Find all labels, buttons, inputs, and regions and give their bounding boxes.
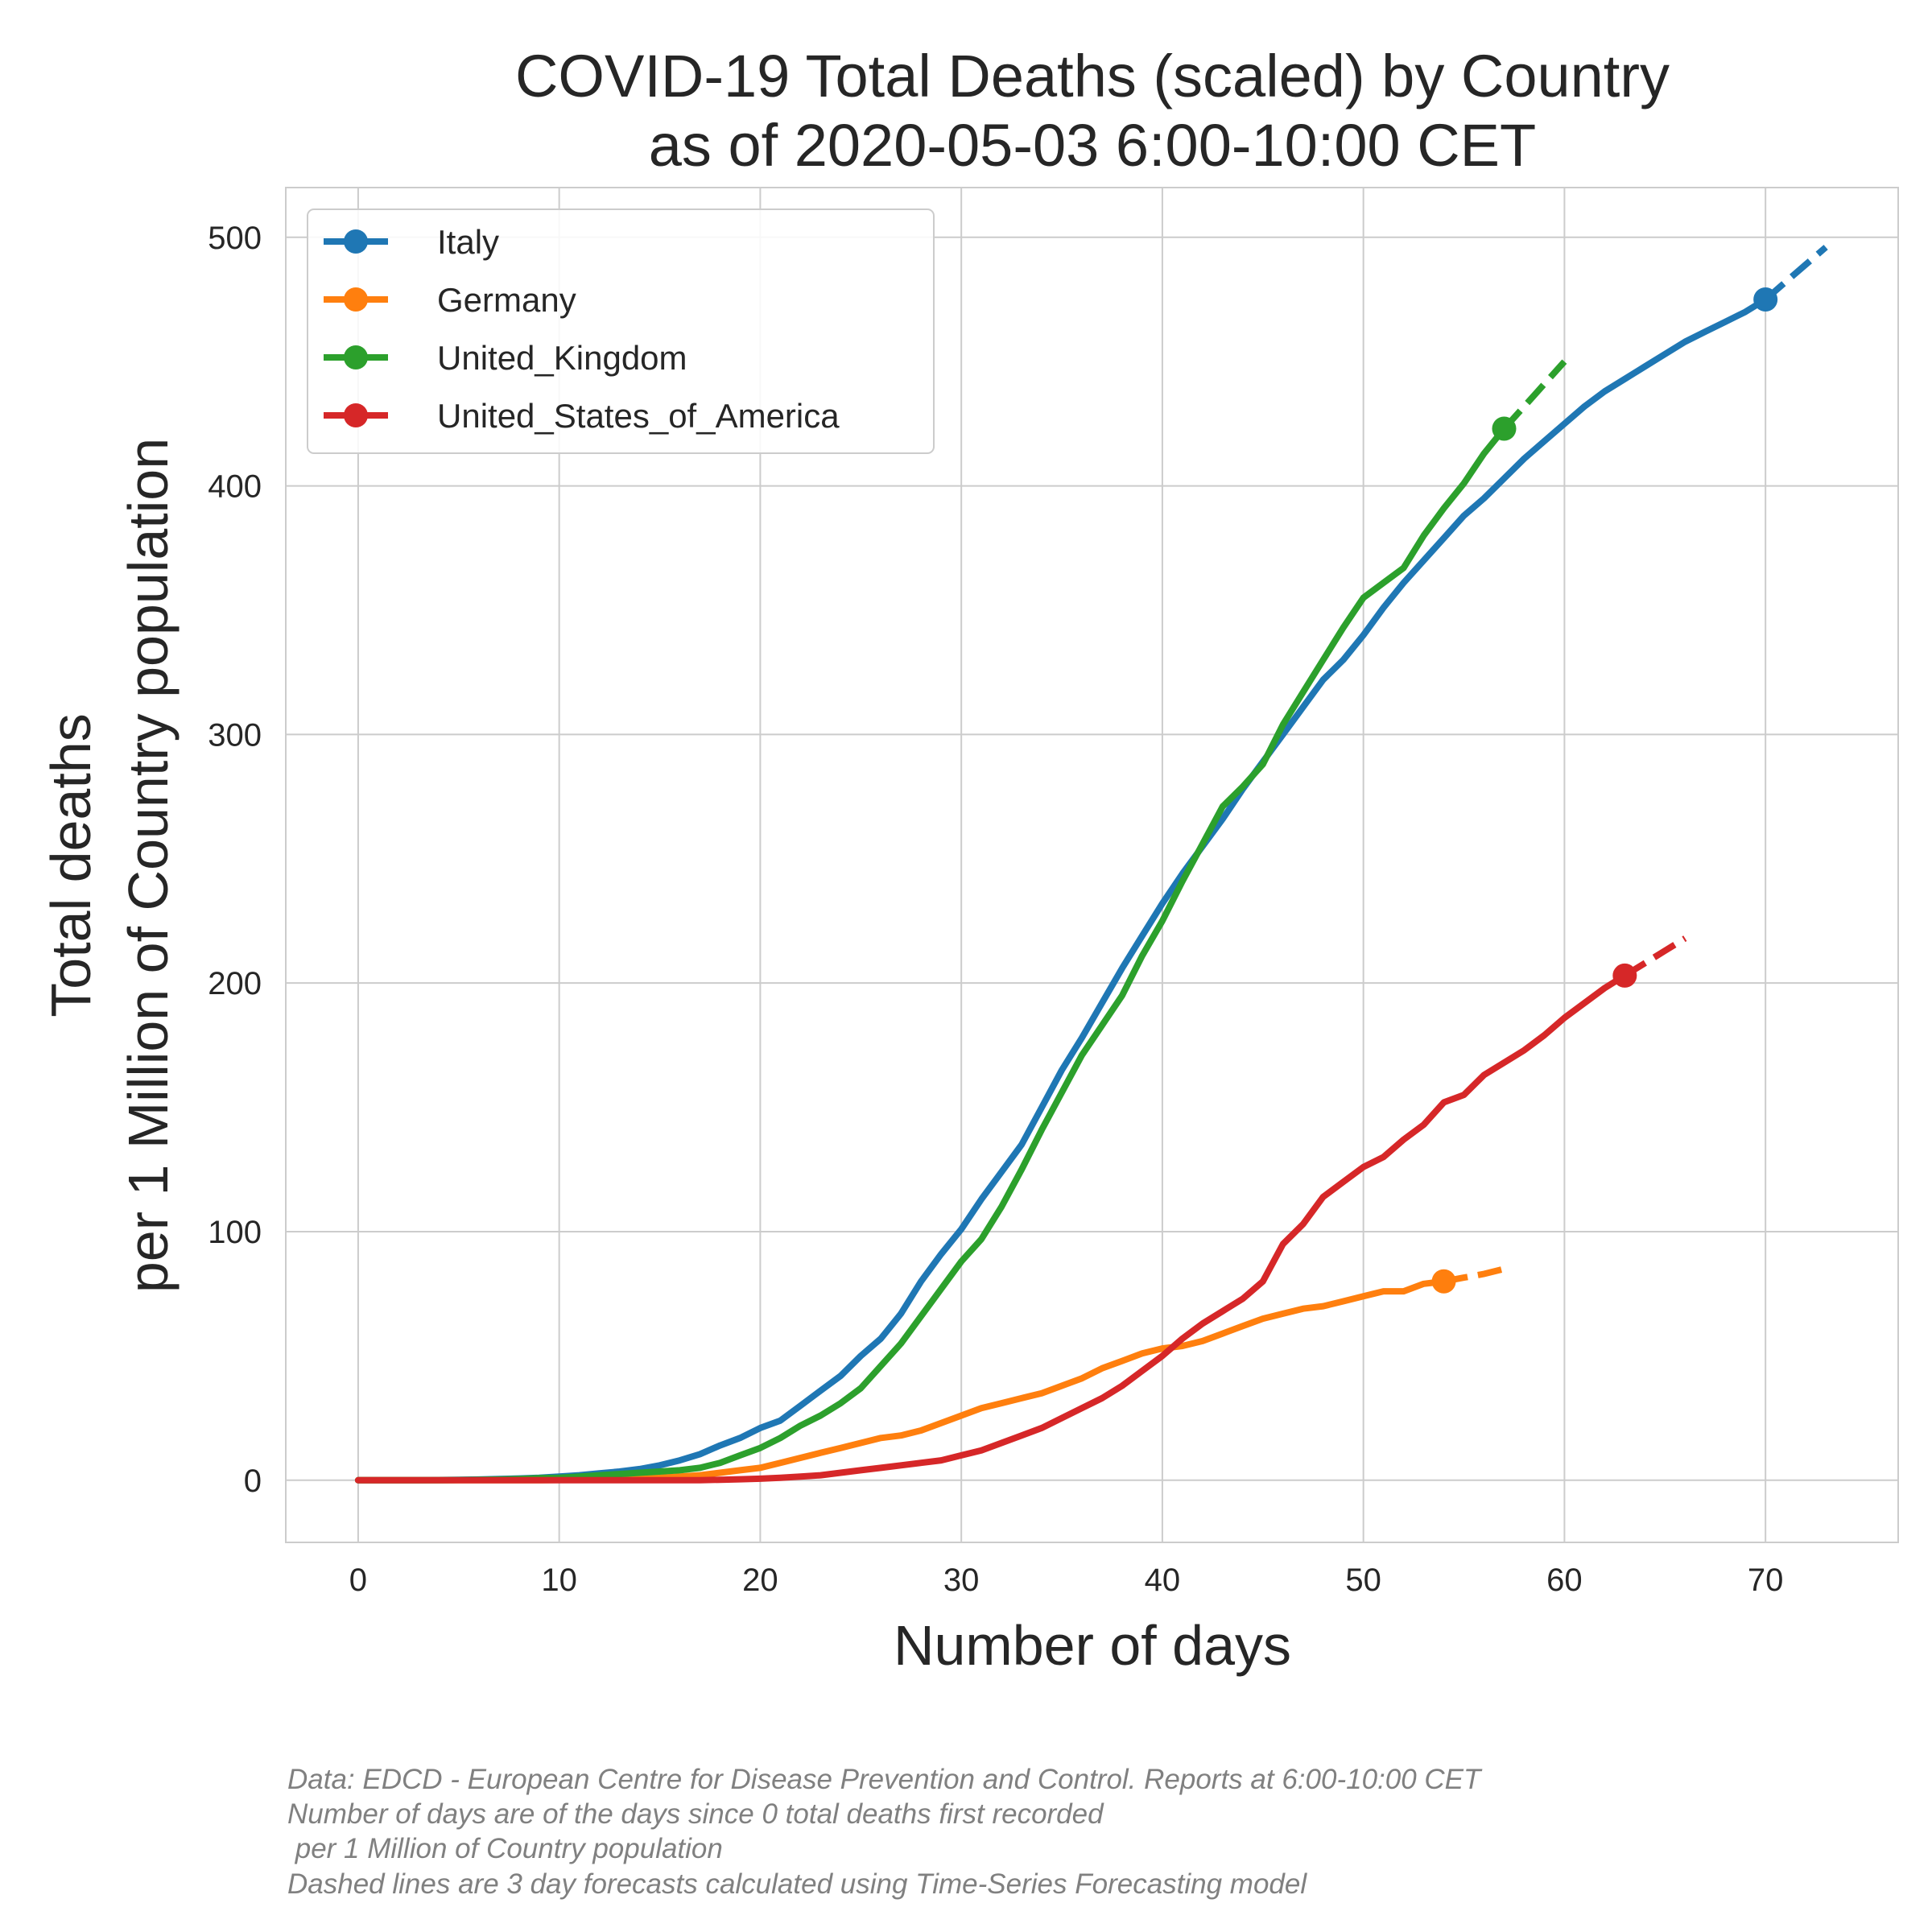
legend: Italy Germany United_Kingdom United_States_… (307, 208, 935, 454)
legend-label-italy: Italy (437, 223, 499, 261)
x-tick-label: 40 (1145, 1563, 1181, 1598)
x-tick-label: 60 (1546, 1563, 1583, 1598)
legend-entry-italy: Italy (324, 223, 499, 261)
footnote-line-4: Dashed lines are 3 day forecasts calcula… (287, 1868, 1307, 1900)
chart-title-line-2: as of 2020-05-03 6:00-10:00 CET (649, 112, 1536, 179)
footnote-line-1: Data: EDCD - European Centre for Disease… (287, 1764, 1483, 1795)
y-tick-label: 300 (208, 717, 262, 753)
last-point-united-states-of-america (1612, 963, 1637, 988)
x-tick-labels: 0 10 20 30 40 50 60 70 (349, 1563, 1784, 1598)
y-tick-label: 400 (208, 469, 262, 505)
footnote-line-3: per 1 Million of Country population (287, 1833, 723, 1864)
chart-title-line-1: COVID-19 Total Deaths (scaled) by Countr… (515, 43, 1670, 109)
legend-entry-germany: Germany (324, 281, 576, 319)
footnote: Data: EDCD - European Centre for Disease… (287, 1764, 1483, 1900)
last-point-united-kingdom (1492, 416, 1517, 441)
legend-label-united-states-of-america: United_States_of_America (437, 397, 840, 435)
series-united-states-of-america (354, 935, 1687, 1484)
last-point-italy (1753, 287, 1778, 312)
legend-entry-united-kingdom: United_Kingdom (324, 339, 687, 377)
legend-label-united-kingdom: United_Kingdom (437, 339, 687, 377)
series-line-united-kingdom (354, 425, 1508, 1484)
series-layer (354, 245, 1828, 1484)
legend-marker-germany (344, 287, 368, 312)
plot-frame (285, 187, 1899, 1543)
x-tick-label: 10 (541, 1563, 577, 1598)
legend-marker-united-states-of-america (344, 403, 368, 427)
last-point-germany (1431, 1269, 1456, 1294)
series-line-italy (354, 296, 1769, 1484)
forecast-line-italy (1763, 245, 1828, 303)
legend-entry-united-states-of-america: United_States_of_America (324, 397, 840, 435)
y-tick-label: 0 (244, 1463, 262, 1499)
x-tick-label: 70 (1748, 1563, 1784, 1598)
y-axis-label-line-2: per 1 Million of Country population (117, 438, 180, 1293)
x-tick-label: 0 (349, 1563, 367, 1598)
series-line-united-states-of-america (354, 972, 1629, 1484)
footnote-line-2: Number of days are of the days since 0 t… (287, 1798, 1104, 1830)
plot-area (285, 187, 1899, 1543)
x-tick-label: 30 (943, 1563, 980, 1598)
y-tick-label: 100 (208, 1215, 262, 1250)
y-tick-label: 200 (208, 966, 262, 1001)
legend-marker-italy (344, 229, 368, 254)
y-axis-label-line-1: Total deaths (39, 713, 102, 1017)
legend-label-germany: Germany (437, 281, 576, 319)
x-tick-label: 50 (1345, 1563, 1381, 1598)
x-tick-label: 20 (742, 1563, 778, 1598)
legend-marker-united-kingdom (344, 345, 368, 369)
y-tick-labels: 0 100 200 300 400 500 (208, 221, 262, 1499)
x-axis-label: Number of days (894, 1614, 1291, 1677)
forecast-line-united-kingdom (1501, 359, 1567, 431)
y-tick-label: 500 (208, 221, 262, 256)
legend-box (307, 208, 935, 454)
grid-lines (286, 188, 1898, 1542)
